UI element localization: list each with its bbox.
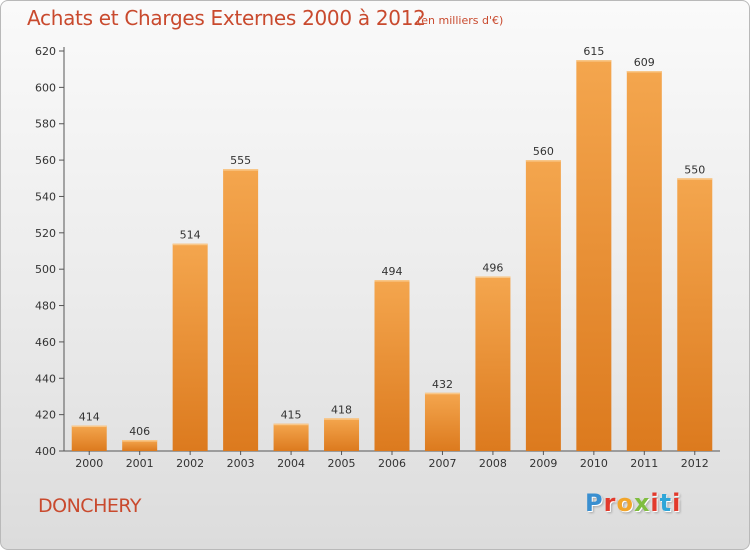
y-tick-label: 460 [35, 336, 56, 349]
data-label: 560 [533, 145, 554, 158]
bar-top-highlight [324, 418, 360, 420]
y-tick-label: 600 [35, 81, 56, 94]
data-label: 514 [180, 229, 201, 242]
x-tick-label: 2011 [630, 457, 658, 470]
bar-top-highlight [677, 178, 713, 180]
bar-top-highlight [273, 423, 309, 426]
x-tick-label: 2002 [176, 457, 204, 470]
data-label: 496 [482, 261, 503, 274]
data-label: 406 [129, 425, 150, 438]
bar [273, 423, 309, 451]
bar-top-highlight [223, 169, 259, 171]
logo-letter: t [659, 489, 673, 517]
logo-letter: i [650, 489, 660, 517]
y-tick-label: 620 [35, 45, 56, 58]
proxiti-logo: Proxiti [585, 489, 681, 517]
data-label: 432 [432, 378, 453, 391]
bar [576, 60, 612, 451]
y-tick-label: 540 [35, 190, 56, 203]
bar [374, 280, 410, 451]
y-tick-label: 400 [35, 445, 56, 458]
data-label: 615 [583, 45, 604, 58]
y-tick-label: 500 [35, 263, 56, 276]
bar-top-highlight [122, 440, 158, 442]
bar-top-highlight [374, 280, 410, 282]
logo-letter: i [672, 489, 682, 517]
bar [71, 425, 107, 451]
bar-top-highlight [525, 160, 561, 162]
data-label: 494 [382, 265, 403, 278]
data-label: 550 [684, 163, 705, 176]
logo-letter: P [585, 489, 604, 517]
x-tick-label: 2007 [428, 457, 456, 470]
data-label: 555 [230, 154, 251, 167]
x-tick-label: 2010 [580, 457, 608, 470]
data-label: 418 [331, 403, 352, 416]
x-tick-label: 2004 [277, 457, 305, 470]
x-tick-label: 2000 [75, 457, 103, 470]
logo-letter: o [616, 489, 634, 517]
bar-top-highlight [172, 243, 208, 246]
y-tick-label: 440 [35, 372, 56, 385]
chart-unit-label: (en milliers d'€) [417, 14, 504, 27]
bar [324, 418, 360, 451]
chart-title: Achats et Charges Externes 2000 à 2012 [27, 6, 426, 30]
y-tick-label: 520 [35, 227, 56, 240]
y-tick-label: 420 [35, 409, 56, 422]
data-label: 414 [79, 411, 100, 424]
bar [626, 71, 662, 451]
bar [677, 178, 713, 452]
y-tick-label: 480 [35, 300, 56, 313]
x-tick-label: 2008 [479, 457, 507, 470]
bar [475, 276, 511, 451]
bar-top-highlight [576, 60, 612, 62]
bar-top-highlight [475, 276, 511, 278]
bar [172, 243, 208, 451]
bar [223, 169, 259, 451]
data-label: 415 [281, 409, 302, 422]
bar-top-highlight [71, 425, 107, 428]
commune-name: DONCHERY [38, 495, 141, 517]
bar [424, 392, 460, 451]
bar [122, 440, 158, 451]
bar [525, 160, 561, 451]
x-tick-label: 2006 [378, 457, 406, 470]
x-tick-label: 2001 [126, 457, 154, 470]
logo-letter: r [603, 489, 617, 517]
bar-top-highlight [626, 71, 662, 73]
x-tick-label: 2003 [227, 457, 255, 470]
x-tick-label: 2005 [328, 457, 356, 470]
data-label: 609 [634, 56, 655, 69]
y-tick-label: 580 [35, 118, 56, 131]
y-tick-label: 560 [35, 154, 56, 167]
x-tick-label: 2009 [529, 457, 557, 470]
logo-letter: x [633, 489, 651, 517]
bar-top-highlight [424, 392, 460, 395]
x-tick-label: 2012 [681, 457, 709, 470]
